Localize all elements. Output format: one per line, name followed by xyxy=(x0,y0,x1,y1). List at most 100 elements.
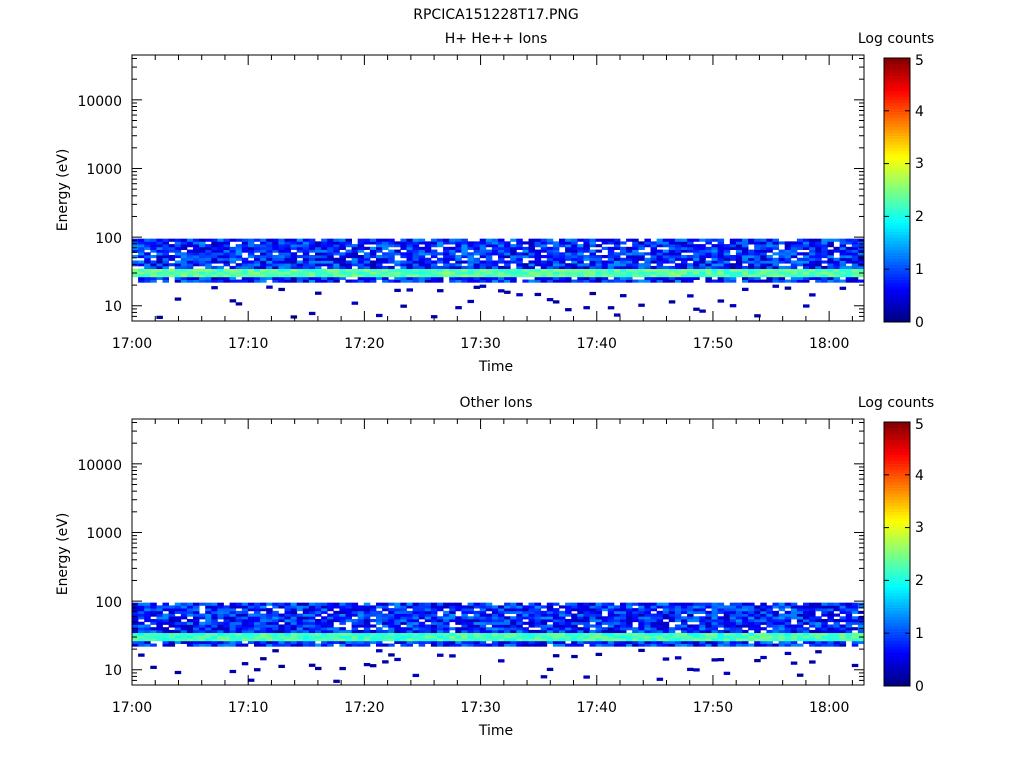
colorbar-segment xyxy=(884,443,910,447)
heatmap-cell xyxy=(284,255,291,259)
heatmap-cell xyxy=(754,241,761,245)
heatmap-cell xyxy=(278,274,285,278)
heatmap-cell xyxy=(479,271,487,275)
colorbar-segment xyxy=(884,461,910,465)
heatmap-cell xyxy=(272,241,279,245)
heatmap-cell xyxy=(272,249,279,253)
heatmap-cell xyxy=(821,271,828,275)
heatmap-cell xyxy=(278,605,285,609)
heatmap-cell xyxy=(144,605,151,609)
heatmap-cell xyxy=(857,265,865,270)
heatmap-cell xyxy=(790,616,798,620)
heatmap-cell xyxy=(205,610,212,614)
heatmap-cell xyxy=(174,249,182,253)
heatmap-cell xyxy=(803,238,810,242)
heatmap-cell xyxy=(656,268,664,272)
heatmap-cell xyxy=(796,241,804,245)
heatmap-cell xyxy=(845,279,853,283)
heatmap-cell xyxy=(461,255,468,259)
heatmap-cell xyxy=(760,252,767,256)
heatmap-cell xyxy=(388,244,395,248)
heatmap-cell xyxy=(729,638,737,642)
heatmap-cell xyxy=(461,279,468,283)
heatmap-cell xyxy=(583,274,590,278)
heatmap-cell xyxy=(668,632,676,636)
heatmap-cell xyxy=(839,627,847,631)
heatmap-cell xyxy=(339,610,346,614)
y-tick-label: 100 xyxy=(95,595,122,611)
heatmap-cell xyxy=(839,274,847,278)
x-tick-label: 17:40 xyxy=(577,336,617,352)
heatmap-cell xyxy=(681,638,688,642)
heatmap-cell xyxy=(681,238,688,242)
heatmap-cell xyxy=(534,274,542,278)
heatmap-cell xyxy=(235,613,243,617)
heatmap-cell xyxy=(186,635,194,639)
heatmap-cell xyxy=(174,265,182,270)
heatmap-cell xyxy=(528,268,535,272)
heatmap-cell xyxy=(833,619,840,623)
y-tick-labels: 10 100 1000 10000 xyxy=(77,94,122,315)
heatmap-cell xyxy=(845,605,853,609)
heatmap-cell xyxy=(839,268,847,272)
heatmap-cell xyxy=(772,274,779,278)
heatmap-cell xyxy=(235,302,243,306)
heatmap-cell xyxy=(735,621,743,625)
heatmap-cell xyxy=(339,643,346,647)
heatmap-cell xyxy=(711,621,718,625)
heatmap-cell xyxy=(528,605,535,609)
heatmap-cell xyxy=(199,268,206,272)
heatmap-cell xyxy=(559,252,566,256)
heatmap-cell xyxy=(339,640,346,644)
heatmap-cell xyxy=(723,271,731,275)
heatmap-cell xyxy=(729,255,737,259)
heatmap-cell xyxy=(772,244,779,248)
heatmap-cell xyxy=(638,648,645,653)
heatmap-cell xyxy=(815,241,822,245)
heatmap-cell xyxy=(632,274,639,278)
heatmap-cell xyxy=(461,271,468,275)
heatmap-cell xyxy=(589,271,596,275)
heatmap-cell xyxy=(668,629,676,634)
heatmap-cell xyxy=(479,629,487,634)
heatmap-cell xyxy=(723,252,731,256)
heatmap-cell xyxy=(162,619,169,623)
heatmap-cell xyxy=(272,260,279,264)
heatmap-cell xyxy=(693,619,700,623)
heatmap-cell xyxy=(687,619,694,623)
heatmap-cell xyxy=(321,602,328,606)
heatmap-cell xyxy=(778,274,786,278)
heatmap-cell xyxy=(485,260,493,264)
heatmap-cell xyxy=(369,255,377,259)
heatmap-cell xyxy=(644,244,651,248)
heatmap-cell xyxy=(418,629,426,634)
heatmap-cell xyxy=(156,627,163,631)
heatmap-cell xyxy=(729,268,737,272)
heatmap-cell xyxy=(534,257,542,261)
heatmap-cell xyxy=(723,276,731,280)
heatmap-cell xyxy=(821,246,828,250)
heatmap-cell xyxy=(199,643,206,647)
heatmap-cell xyxy=(376,649,383,653)
colorbar-segment xyxy=(884,121,910,125)
heatmap-cell xyxy=(272,621,279,625)
heatmap-cell xyxy=(815,265,822,270)
heatmap-cell xyxy=(461,244,468,248)
heatmap-cell xyxy=(491,643,499,647)
heatmap-cell xyxy=(601,605,609,609)
heatmap-cell xyxy=(534,619,542,623)
heatmap-cell xyxy=(180,252,188,256)
heatmap-cell xyxy=(485,244,493,248)
heatmap-cell xyxy=(656,271,664,275)
heatmap-cell xyxy=(363,238,371,242)
heatmap-cell xyxy=(565,255,572,259)
heatmap-cell xyxy=(241,602,249,606)
heatmap-cell xyxy=(449,627,456,631)
heatmap-cell xyxy=(589,629,596,634)
heatmap-cell xyxy=(296,279,304,283)
heatmap-cell xyxy=(595,279,603,283)
heatmap-cell xyxy=(796,257,804,261)
heatmap-cell xyxy=(229,271,237,275)
heatmap-cell xyxy=(711,610,718,614)
heatmap-cell xyxy=(235,274,243,278)
